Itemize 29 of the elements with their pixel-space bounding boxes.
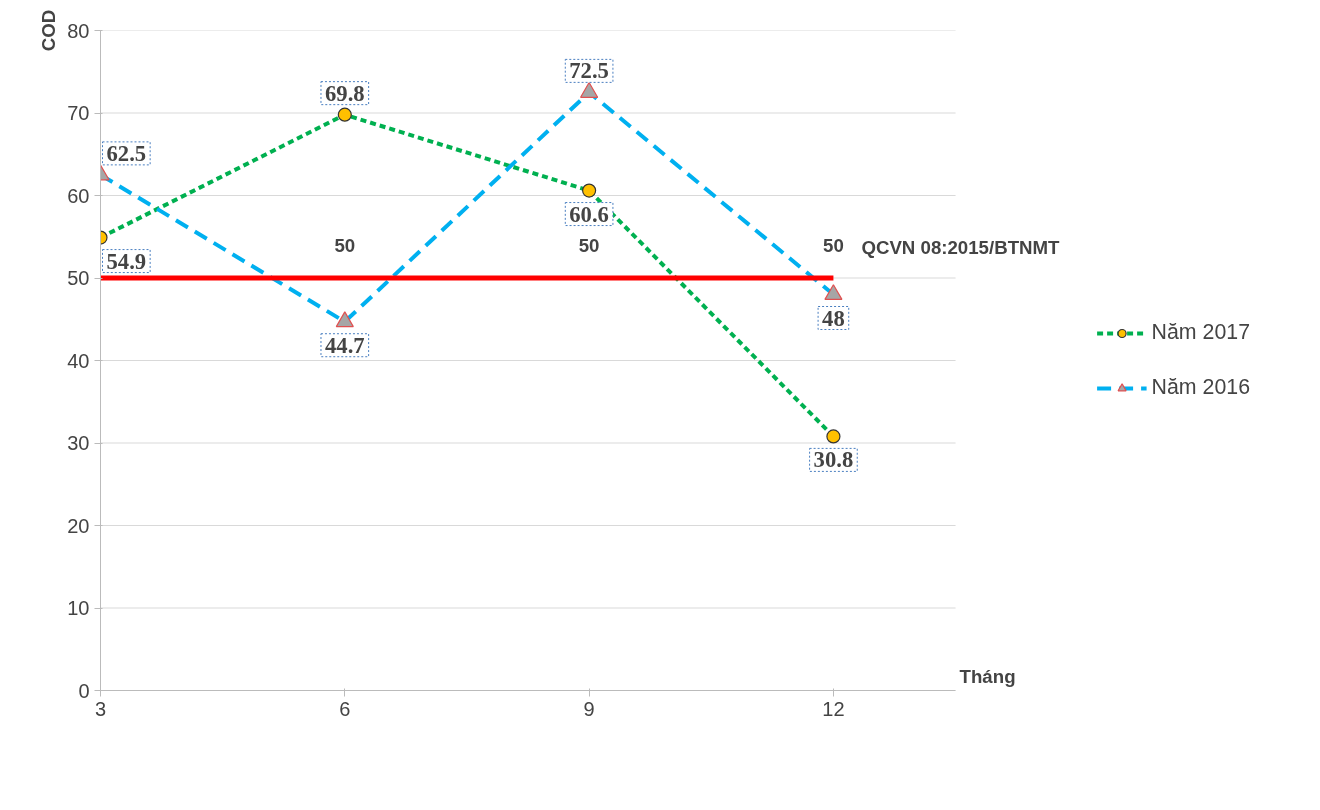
data-label: 72.5 xyxy=(569,58,609,84)
data-label: 50 xyxy=(334,235,356,256)
y-tick-label: 50 xyxy=(67,267,90,289)
data-label: 60.6 xyxy=(569,201,609,227)
legend-label: Năm 2016 xyxy=(1151,375,1250,400)
y-tick-label: 20 xyxy=(67,514,90,537)
y-tick-label: 40 xyxy=(67,349,90,372)
y-axis-title: COD xyxy=(38,9,60,52)
y-tick-label: 60 xyxy=(67,184,90,207)
data-label: 48 xyxy=(822,305,845,331)
data-label: 50 xyxy=(823,235,844,256)
data-label: 50 xyxy=(578,235,600,256)
data-label: 54.9 xyxy=(106,248,147,274)
data-label: 69.8 xyxy=(324,80,365,106)
data-label: 30.8 xyxy=(813,447,854,473)
x-axis-title: Tháng xyxy=(959,665,1016,687)
x-tick-label: 3 xyxy=(94,697,107,720)
y-tick-label: 10 xyxy=(67,597,90,619)
y-tick-label: 70 xyxy=(67,102,90,124)
y-tick-label: 0 xyxy=(78,679,90,702)
x-tick-label: 6 xyxy=(339,697,351,720)
y-tick-label: 30 xyxy=(67,432,90,454)
x-tick-label: 12 xyxy=(822,697,845,720)
x-tick-label: 9 xyxy=(583,697,595,720)
legend-label: Năm 2017 xyxy=(1151,320,1250,345)
y-tick-label: 80 xyxy=(67,19,90,42)
series-label: QCVN 08:2015/BTNMT xyxy=(861,237,1061,258)
data-label: 44.7 xyxy=(324,332,365,358)
data-label: 62.5 xyxy=(106,140,147,166)
